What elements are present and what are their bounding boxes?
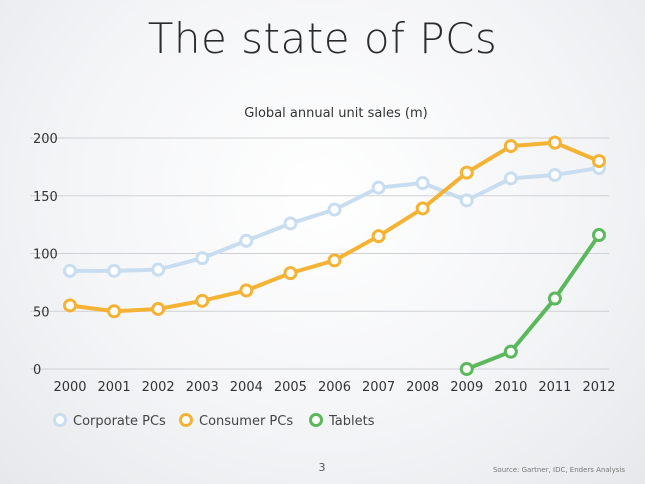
- x-tick-label: 2007: [362, 380, 395, 395]
- data-point: [503, 344, 518, 359]
- x-tick-label: 2001: [98, 380, 131, 395]
- data-point: [371, 229, 386, 244]
- series-corporate-pcs: [63, 161, 606, 278]
- data-point: [327, 253, 342, 268]
- series-line: [68, 140, 601, 314]
- slide-title: The state of PCs: [147, 14, 498, 63]
- data-point: [547, 135, 562, 150]
- x-tick-label: 2012: [582, 380, 615, 395]
- chart-title: Global annual unit sales (m): [244, 106, 427, 121]
- x-tick-label: 2000: [53, 380, 86, 395]
- x-tick-label: 2006: [318, 380, 351, 395]
- data-point: [459, 362, 474, 376]
- data-point: [283, 216, 298, 231]
- legend-marker: [309, 413, 323, 427]
- legend-label: Tablets: [328, 414, 375, 429]
- data-point: [195, 293, 210, 308]
- page-number: 3: [318, 461, 326, 474]
- y-tick-label: 0: [33, 363, 41, 378]
- y-tick-label: 50: [33, 305, 50, 320]
- x-tick-label: 2003: [186, 380, 219, 395]
- data-point: [415, 201, 430, 216]
- data-point: [547, 291, 562, 306]
- y-axis-ticks: 0 50 100 150 200: [33, 132, 58, 378]
- legend-label: Consumer PCs: [199, 414, 293, 429]
- y-tick-label: 150: [33, 190, 58, 205]
- series-tablets: [459, 228, 606, 376]
- x-tick-label: 2002: [142, 380, 175, 395]
- data-point: [151, 301, 166, 316]
- y-tick-label: 200: [33, 132, 58, 147]
- data-point: [107, 263, 122, 278]
- data-point: [503, 139, 518, 154]
- data-point: [107, 304, 122, 319]
- x-tick-label: 2010: [494, 380, 527, 395]
- data-point: [239, 233, 254, 248]
- data-point: [195, 251, 210, 266]
- legend: Corporate PCs Consumer PCs Tablets: [53, 413, 375, 429]
- data-point: [415, 176, 430, 191]
- y-tick-label: 100: [33, 248, 58, 263]
- legend-label: Corporate PCs: [73, 414, 166, 429]
- x-tick-label: 2011: [538, 380, 571, 395]
- data-point: [547, 167, 562, 182]
- x-tick-label: 2008: [406, 380, 439, 395]
- series-consumer-pcs: [63, 135, 606, 319]
- data-point: [459, 193, 474, 208]
- x-tick-label: 2004: [230, 380, 263, 395]
- data-point: [63, 263, 77, 278]
- source-note: Source: Gartner, IDC, Enders Analysis: [492, 466, 625, 474]
- x-tick-label: 2005: [274, 380, 307, 395]
- data-point: [283, 266, 298, 281]
- legend-marker: [179, 413, 193, 427]
- data-point: [503, 171, 518, 186]
- legend-marker: [53, 413, 67, 427]
- data-point: [371, 180, 386, 195]
- data-point: [63, 298, 77, 313]
- data-point: [592, 154, 606, 169]
- data-point: [239, 283, 254, 298]
- data-point: [459, 165, 474, 180]
- series-line: [464, 233, 601, 371]
- series-lines: [63, 135, 606, 376]
- data-point: [327, 202, 342, 217]
- x-tick-label: 2009: [450, 380, 483, 395]
- x-axis-ticks: 2000 2001 2002 2003 2004 2005 2006 2007 2008 2009…: [53, 380, 615, 395]
- grid-lines: [30, 137, 609, 370]
- data-point: [151, 262, 166, 277]
- data-point: [592, 228, 606, 243]
